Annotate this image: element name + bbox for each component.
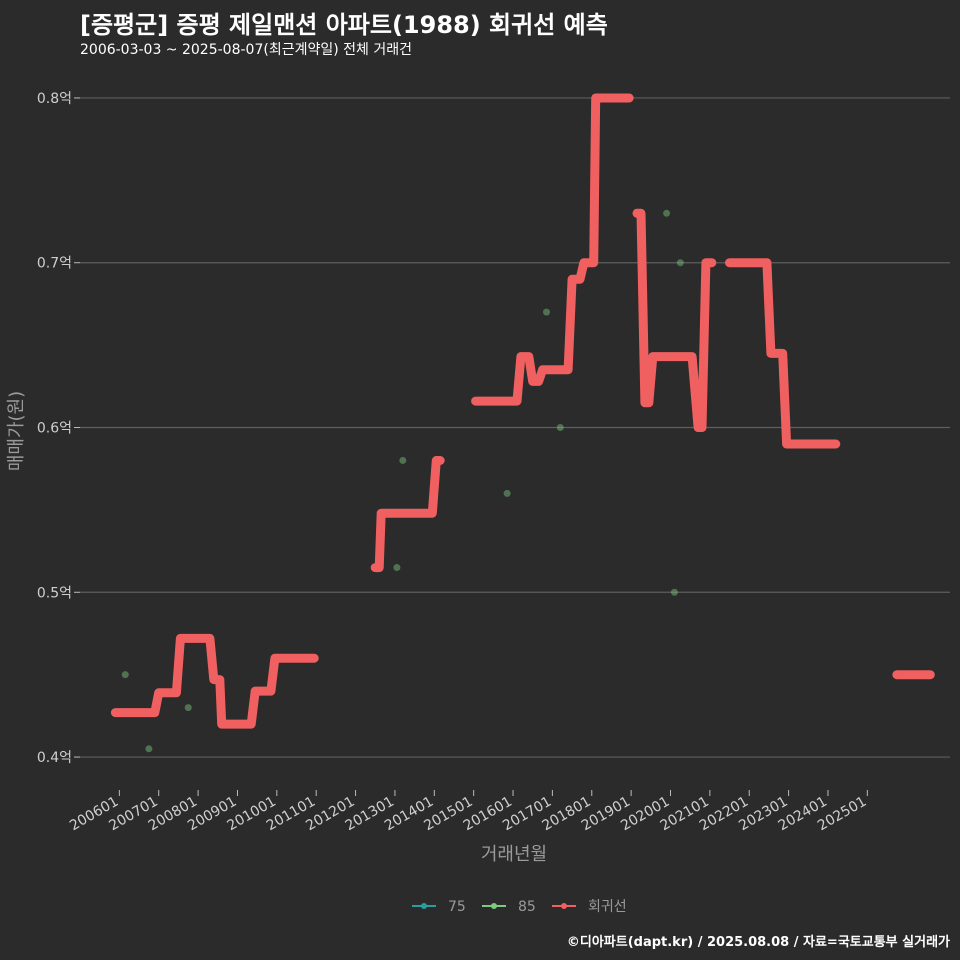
scatter-points: [121, 209, 684, 753]
scatter-point-85: [670, 588, 678, 596]
source-caption: ©디아파트(dapt.kr) / 2025.08.08 / 자료=국토교통부 실…: [566, 935, 950, 950]
legend-swatch-dot: [421, 903, 427, 909]
y-axis-label: 매매가(원): [6, 391, 27, 471]
scatter-point-85: [663, 209, 671, 217]
y-tick-label: 0.7억: [37, 256, 72, 272]
legend-label: 회귀선: [588, 899, 627, 915]
scatter-point-85: [184, 704, 192, 712]
legend-swatch-dot: [491, 903, 497, 909]
grid-lines: [80, 97, 950, 758]
y-tick-label: 0.8억: [37, 91, 72, 107]
legend-label: 85: [518, 899, 536, 915]
regression-line-segment: [370, 456, 445, 573]
x-axis-label: 거래년월: [481, 844, 547, 865]
legend-item-회귀선: 회귀선: [552, 899, 627, 915]
regression-line-segment: [471, 93, 634, 406]
regression-line-segment: [110, 633, 319, 729]
scatter-point-85: [399, 456, 407, 464]
scatter-point-85: [121, 671, 129, 679]
scatter-point-85: [556, 424, 564, 431]
regression-lines: [110, 93, 935, 729]
scatter-point-85: [503, 489, 511, 497]
y-tick-label: 0.4억: [37, 750, 72, 766]
legend-label: 75: [448, 899, 466, 915]
legend-item-85: 85: [482, 899, 536, 915]
chart-subtitle: 2006-03-03 ~ 2025-08-07(최근계약일) 전체 거래건: [80, 42, 412, 58]
scatter-point-85: [676, 259, 684, 267]
chart-title: [증평군] 증평 제일맨션 아파트(1988) 회귀선 예측: [80, 11, 608, 39]
y-tick-label: 0.6억: [37, 421, 72, 437]
legend-item-75: 75: [412, 899, 466, 915]
regression-line-segment: [632, 208, 717, 432]
y-tick-label: 0.5억: [37, 585, 72, 601]
x-axis: 2006012007012008012009012010012011012012…: [67, 790, 869, 834]
legend-swatch-dot: [561, 903, 567, 909]
legend: 75 85 회귀선: [412, 899, 627, 915]
y-axis: 0.4억 0.5억 0.6억 0.7억 0.8억: [37, 91, 80, 766]
regression-line-segment: [725, 258, 841, 449]
scatter-point-85: [542, 308, 550, 316]
scatter-point-85: [145, 745, 153, 753]
scatter-point-85: [393, 564, 401, 572]
